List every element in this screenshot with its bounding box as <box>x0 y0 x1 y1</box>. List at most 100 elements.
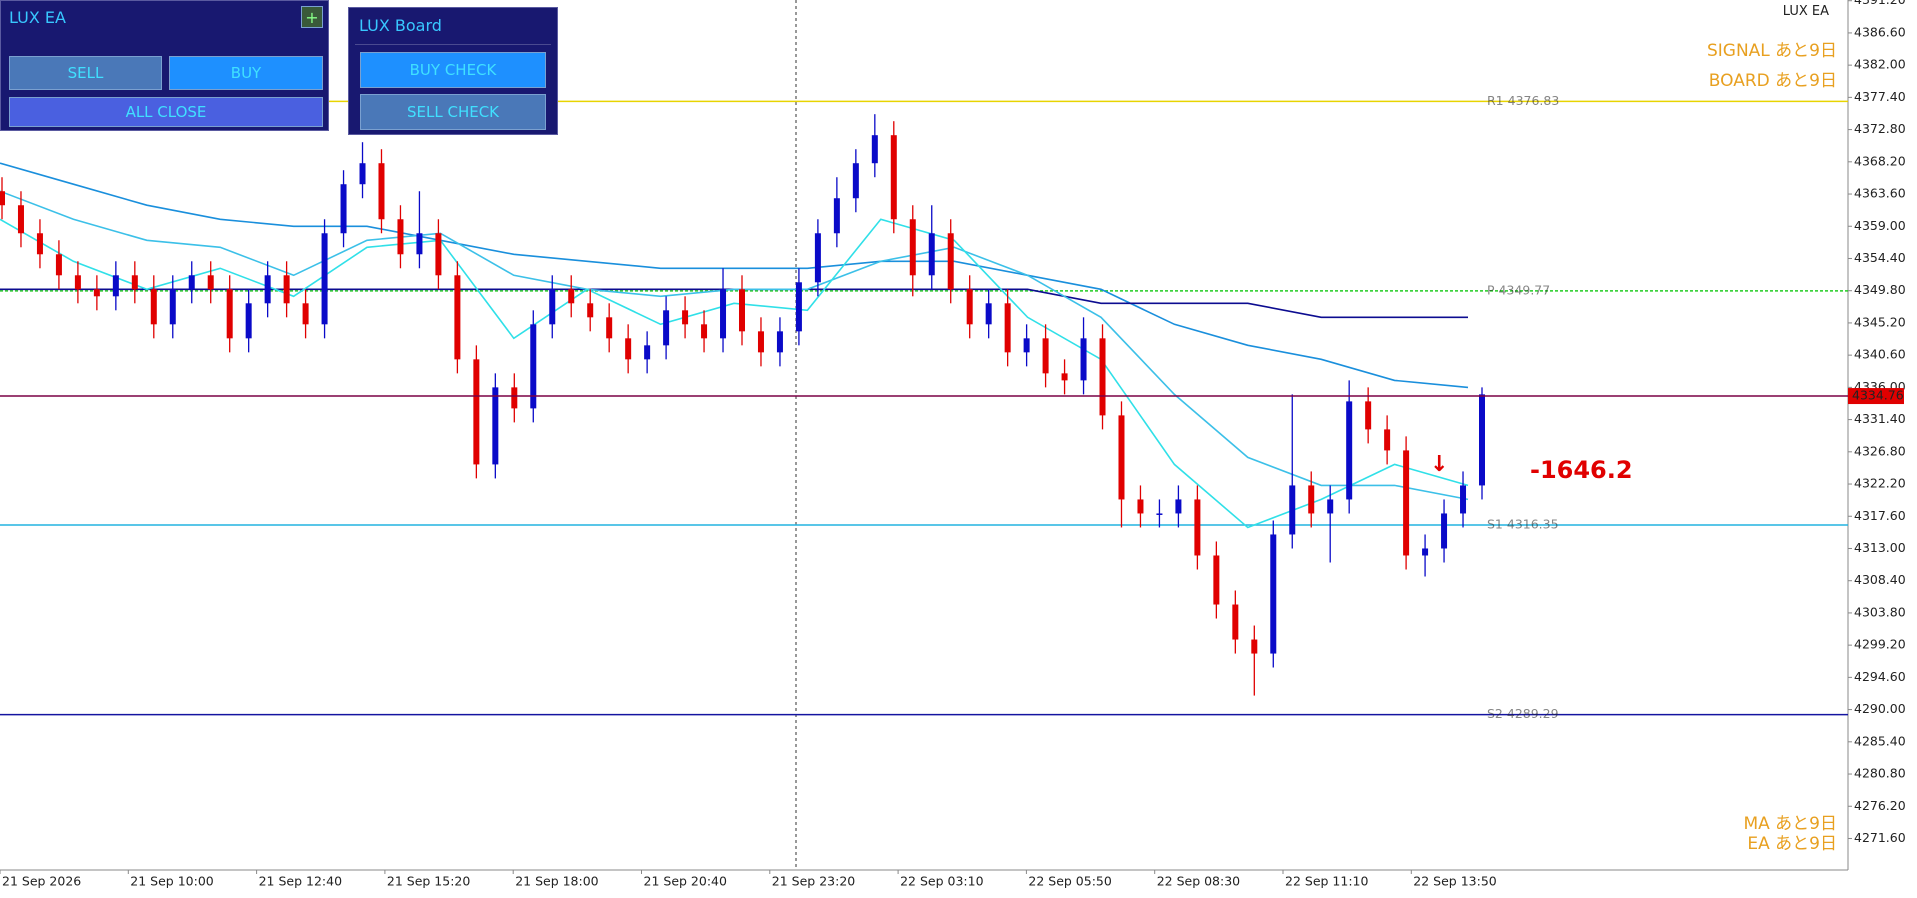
price-tick-label: 4391.20 <box>1854 0 1906 7</box>
candle-body <box>416 233 423 255</box>
candle-body <box>1156 513 1163 515</box>
price-tick-label: 4313.00 <box>1854 540 1906 555</box>
pivot-label: S2 4289.29 <box>1487 706 1559 721</box>
board-panel: LUX Board BUY CHECK SELL CHECK <box>348 7 558 135</box>
candle-body <box>302 303 309 325</box>
indicator-line <box>0 190 1469 501</box>
candle-body <box>1479 394 1485 486</box>
candle-body <box>1251 639 1258 654</box>
candle-body <box>1346 401 1353 500</box>
candle-body <box>549 289 556 325</box>
panel-title: LUX Board <box>359 16 442 35</box>
candle-body <box>245 303 252 339</box>
candle-body <box>985 303 992 325</box>
candle-body <box>378 163 385 220</box>
candle-body <box>890 135 897 220</box>
candle-body <box>131 275 138 290</box>
pivot-label: R1 4376.83 <box>1487 93 1559 108</box>
sell-check-button[interactable]: SELL CHECK <box>360 94 546 130</box>
candle-body <box>720 289 727 339</box>
candle-body <box>1175 499 1182 514</box>
indicator-line <box>0 162 1469 389</box>
price-tick-label: 4363.60 <box>1854 186 1906 201</box>
all-close-button[interactable]: ALL CLOSE <box>9 97 323 127</box>
candle-body <box>814 233 821 283</box>
candle-body <box>1441 513 1448 549</box>
candle-body <box>1004 303 1011 353</box>
candle-body <box>928 233 935 276</box>
price-tick-label: 4368.20 <box>1854 153 1906 168</box>
price-tick-label: 4308.40 <box>1854 572 1906 587</box>
candle-body <box>909 219 916 276</box>
price-tick-label: 4271.60 <box>1854 830 1906 845</box>
price-tick-label: 4331.40 <box>1854 411 1906 426</box>
price-tick-label: 4294.60 <box>1854 669 1906 684</box>
price-tick-label: 4290.00 <box>1854 701 1906 716</box>
candle-body <box>1080 338 1087 381</box>
add-button[interactable]: + <box>301 6 323 28</box>
candle-body <box>833 198 840 234</box>
pivot-label: S1 4316.35 <box>1487 517 1559 532</box>
time-tick-label: 22 Sep 11:10 <box>1285 874 1368 889</box>
candle-body <box>1422 548 1429 556</box>
candle-body <box>739 289 745 332</box>
price-tick-label: 4382.00 <box>1854 57 1906 72</box>
notice: MA あと9日 <box>1743 814 1837 834</box>
price-tick-label: 4285.40 <box>1854 733 1906 748</box>
price-tick-label: 4299.20 <box>1854 637 1906 652</box>
candle-body <box>93 289 100 297</box>
candle-body <box>644 345 651 360</box>
current-price-label: 4334.76 <box>1852 388 1904 403</box>
time-tick-label: 22 Sep 03:10 <box>900 874 983 889</box>
signal-arrow: ↓ <box>1430 452 1449 477</box>
candle-body <box>1061 373 1068 381</box>
candle-body <box>947 233 954 290</box>
time-tick-label: 21 Sep 23:20 <box>772 874 855 889</box>
candle-body <box>757 331 764 353</box>
profit-label: -1646.2 <box>1530 456 1633 484</box>
candle-body <box>1194 499 1201 556</box>
candle-body <box>1308 485 1315 514</box>
candle-body <box>966 289 973 325</box>
price-tick-label: 4372.80 <box>1854 121 1906 136</box>
current-price-tag <box>1848 388 1904 405</box>
time-tick-label: 21 Sep 12:40 <box>259 874 342 889</box>
candle-body <box>1289 485 1296 535</box>
buy-check-button[interactable]: BUY CHECK <box>360 52 546 88</box>
indicator-line <box>0 218 1469 529</box>
candle-body <box>340 184 347 234</box>
candle-body <box>1099 338 1106 416</box>
buy-button[interactable]: BUY <box>169 56 323 90</box>
candle-body <box>625 338 632 360</box>
candle-body <box>606 317 613 339</box>
candle-body <box>112 275 119 297</box>
candle-body <box>568 289 575 304</box>
candle-body <box>321 233 328 325</box>
candle-body <box>1213 555 1220 605</box>
candle-body <box>871 135 878 164</box>
candle-body <box>701 324 708 339</box>
candle-body <box>1023 338 1030 353</box>
candle-body <box>587 303 594 318</box>
price-tick-label: 4359.00 <box>1854 218 1906 233</box>
candle-body <box>776 331 783 353</box>
candle-body <box>207 275 214 290</box>
price-tick-label: 4386.60 <box>1854 24 1906 39</box>
time-tick-label: 21 Sep 18:00 <box>515 874 598 889</box>
candle-body <box>17 205 24 234</box>
sell-button[interactable]: SELL <box>9 56 162 90</box>
price-tick-label: 4377.40 <box>1854 89 1906 104</box>
time-tick-label: 21 Sep 15:20 <box>387 874 470 889</box>
candle-body <box>473 359 480 465</box>
candle-body <box>150 289 157 325</box>
candle-body <box>0 191 5 206</box>
price-tick-label: 4276.20 <box>1854 798 1906 813</box>
candle-body <box>169 289 176 325</box>
price-tick-label: 4326.80 <box>1854 443 1906 458</box>
candle-body <box>1403 450 1410 556</box>
candle-body <box>1327 499 1334 514</box>
candle-body <box>55 254 62 276</box>
candle-body <box>530 324 537 409</box>
price-tick-label: 4345.20 <box>1854 314 1906 329</box>
